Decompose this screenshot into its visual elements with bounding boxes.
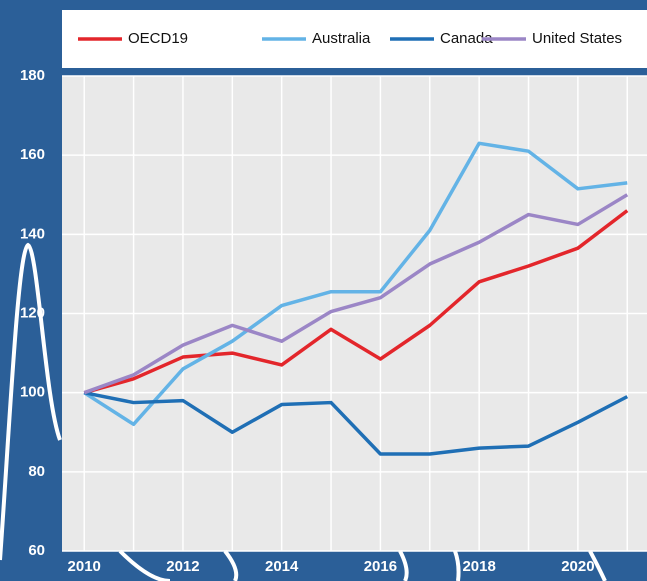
line-series <box>83 209 629 395</box>
y-tick-label: 60 <box>28 542 45 559</box>
y-tick-label: 140 <box>20 225 45 242</box>
legend-label: Australia <box>312 30 371 47</box>
line-series <box>83 141 628 427</box>
decoration <box>0 242 62 561</box>
y-tick-label: 120 <box>20 304 45 321</box>
line-series <box>83 193 629 395</box>
y-tick-label: 160 <box>20 146 45 163</box>
x-tick-label: 2016 <box>364 558 397 575</box>
x-tick-label: 2010 <box>68 558 101 575</box>
x-tick-label: 2012 <box>166 558 199 575</box>
x-tick-label: 2020 <box>561 558 594 575</box>
legend-label: Canada <box>440 30 493 47</box>
y-tick-label: 180 <box>20 67 45 84</box>
legend-label: United States <box>532 30 622 47</box>
x-tick-label: 2014 <box>265 558 299 575</box>
legend-box <box>62 10 647 68</box>
legend-label: OECD19 <box>128 30 188 47</box>
x-tick-label: 2018 <box>462 558 495 575</box>
y-tick-label: 80 <box>28 463 45 480</box>
decoration <box>118 549 607 581</box>
y-tick-label: 100 <box>20 384 45 401</box>
line-series <box>83 390 629 456</box>
